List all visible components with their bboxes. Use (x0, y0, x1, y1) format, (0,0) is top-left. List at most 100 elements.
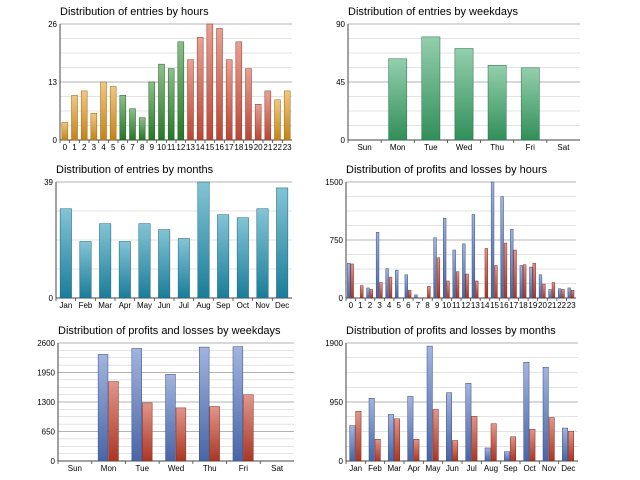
bar (177, 238, 190, 299)
profit-bar (366, 287, 370, 299)
chart-panel-pl-hours: Distribution of profits and losses by ho… (318, 164, 618, 314)
x-tick-label: 19 (528, 301, 537, 310)
x-tick-label: 2 (368, 301, 373, 310)
profit-bar (404, 274, 408, 299)
x-tick-label: 2 (82, 143, 87, 152)
x-tick-label: Sun (68, 464, 82, 473)
loss-bar (360, 285, 364, 299)
y-tick-label: 0 (49, 294, 54, 303)
bar (59, 208, 72, 299)
x-tick-label: 13 (471, 301, 480, 310)
profit-bar (446, 392, 452, 462)
profit-bar (548, 289, 552, 299)
y-tick-label: 950 (330, 398, 344, 407)
x-tick-label: 18 (234, 143, 243, 152)
x-tick-label: 22 (557, 301, 566, 310)
loss-bar (436, 257, 441, 299)
x-tick-label: Tue (136, 464, 150, 473)
x-tick-label: Mar (98, 301, 112, 310)
bar (177, 41, 185, 141)
x-tick-label: Mon (101, 464, 117, 473)
loss-bar (513, 249, 517, 299)
loss-bar (446, 280, 450, 299)
x-tick-label: 11 (452, 301, 461, 310)
loss-bar (394, 418, 400, 462)
chart-title-months: Distribution of entries by months (56, 164, 214, 176)
loss-bar (413, 439, 420, 462)
profit-bar (433, 237, 437, 299)
bar (90, 112, 98, 141)
chart-title-pl-months: Distribution of profits and losses by mo… (346, 325, 556, 337)
x-tick-label: 4 (101, 143, 106, 152)
bar (454, 48, 474, 141)
x-tick-label: Nov (542, 464, 556, 473)
loss-bar (548, 417, 555, 462)
x-tick-label: 8 (425, 301, 430, 310)
x-tick-label: 0 (349, 301, 354, 310)
loss-bar (529, 429, 536, 462)
x-tick-label: Oct (523, 464, 536, 473)
loss-bar (490, 423, 497, 462)
x-tick-label: 17 (225, 143, 234, 152)
bar (274, 99, 281, 141)
bar (138, 223, 151, 299)
x-tick-label: Sep (216, 301, 231, 310)
x-tick-label: Jul (467, 464, 477, 473)
y-tick-label: 26 (48, 20, 57, 29)
x-tick-label: 6 (406, 301, 411, 310)
y-tick-label: 1500 (325, 178, 343, 187)
loss-bar (209, 406, 220, 462)
x-tick-label: 1 (358, 301, 363, 310)
x-tick-label: 23 (283, 143, 292, 152)
x-tick-label: 22 (273, 143, 282, 152)
chart-panel-pl-months: Distribution of profits and losses by mo… (318, 325, 618, 475)
profit-bar (395, 269, 399, 299)
x-tick-label: 18 (519, 301, 528, 310)
x-tick-label: 12 (176, 143, 185, 152)
x-tick-label: Thu (490, 143, 504, 152)
loss-bar (503, 242, 508, 299)
profit-bar (462, 243, 466, 299)
loss-bar (108, 381, 119, 462)
y-tick-label: 39 (44, 178, 53, 187)
x-tick-label: 9 (435, 301, 440, 310)
chart-title-pl-weekdays: Distribution of profits and losses by we… (58, 325, 281, 337)
profit-bar (567, 287, 571, 299)
bar (80, 90, 88, 141)
x-tick-label: 3 (377, 301, 382, 310)
profit-bar (558, 288, 562, 299)
profit-bar (490, 181, 495, 299)
profit-bar (199, 346, 210, 462)
x-tick-label: Oct (237, 301, 250, 310)
x-tick-label: 11 (167, 143, 176, 152)
y-tick-label: 1900 (325, 339, 343, 348)
x-tick-label: 21 (263, 143, 272, 152)
loss-bar (432, 409, 439, 462)
loss-bar (465, 273, 469, 299)
profit-bar (510, 228, 514, 299)
loss-bar (427, 286, 431, 299)
x-tick-label: Jun (158, 301, 171, 310)
x-tick-label: Sat (271, 464, 284, 473)
bar (138, 117, 146, 141)
profit-bar (385, 268, 389, 299)
bar (225, 59, 233, 141)
bar (148, 81, 156, 141)
loss-bar (542, 283, 546, 299)
profit-bar (519, 265, 523, 299)
x-tick-label: Mon (390, 143, 406, 152)
x-tick-label: Wed (168, 464, 184, 473)
y-tick-label: 90 (336, 20, 345, 29)
profit-bar (131, 348, 142, 462)
profit-bar (484, 447, 491, 462)
profit-bar (407, 396, 414, 462)
x-tick-label: Apr (119, 301, 132, 310)
bar (245, 68, 252, 141)
x-tick-label: 1 (72, 143, 77, 152)
bar (109, 86, 117, 141)
y-tick-label: 0 (339, 457, 344, 466)
x-tick-label: 13 (186, 143, 195, 152)
x-tick-label: 12 (461, 301, 470, 310)
y-tick-label: 45 (336, 78, 345, 87)
loss-bar (455, 271, 460, 299)
